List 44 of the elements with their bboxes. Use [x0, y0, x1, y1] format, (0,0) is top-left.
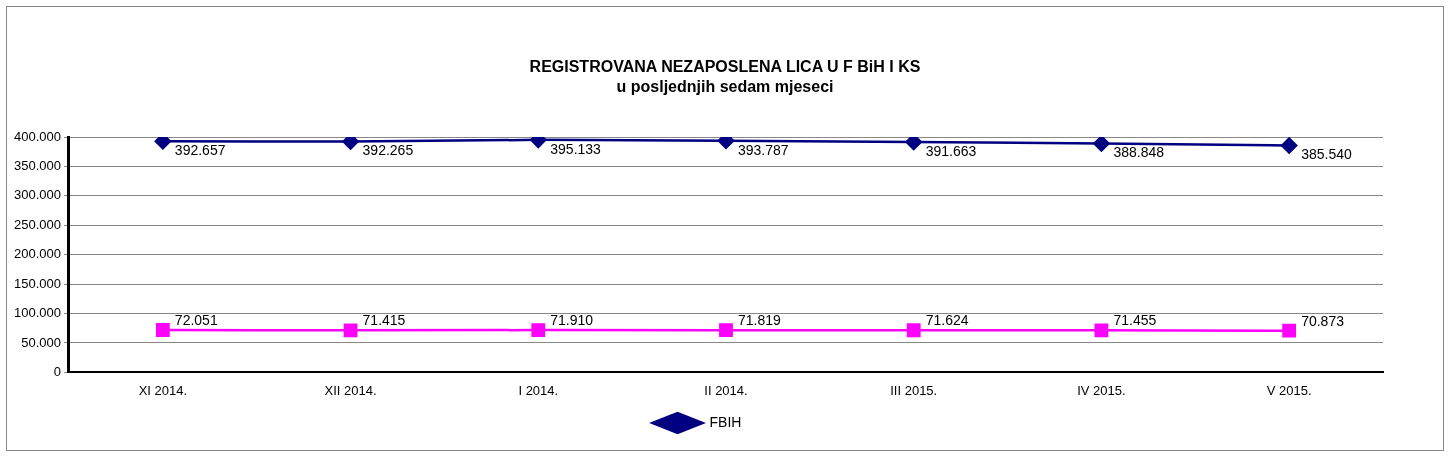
point — [1093, 137, 1110, 152]
y-tick-label: 0 — [53, 363, 61, 379]
x-tick-label: V 2015. — [1266, 382, 1312, 398]
data-label: 391.663 — [925, 142, 977, 159]
y-tick-label: 150.000 — [13, 275, 61, 291]
point — [342, 137, 359, 150]
y-tick-label: 250.000 — [13, 216, 61, 232]
x-tick-label: I 2014. — [518, 382, 559, 398]
point — [906, 323, 921, 338]
data-label: 71.415 — [362, 312, 406, 329]
x-tick-label: IV 2015. — [1077, 382, 1126, 398]
x-tick-label: II 2014. — [704, 382, 748, 398]
y-tick-label: 100.000 — [13, 305, 61, 321]
data-label: 393.787 — [738, 141, 789, 158]
point — [1282, 323, 1297, 338]
data-label: 71.455 — [1113, 312, 1157, 329]
chart-title: REGISTROVANA NEZAPOSLENA LICA U F BiH I KS — [528, 57, 922, 77]
data-label: 71.819 — [738, 311, 782, 328]
point — [154, 137, 172, 150]
data-label: 72.051 — [174, 311, 218, 328]
point — [719, 323, 733, 338]
data-label: 395.133 — [550, 140, 602, 157]
point — [905, 137, 922, 151]
data-label: 392.657 — [174, 142, 226, 159]
y-tick-label: 350.000 — [13, 158, 61, 173]
data-label: 388.848 — [1113, 144, 1165, 161]
y-tick-label: 300.000 — [13, 187, 61, 203]
y-tick-label: 400.000 — [13, 128, 61, 144]
chart-subtitle: u posljednjih sedam mjeseci — [615, 77, 835, 97]
point — [155, 323, 170, 337]
y-tick-label: 200.000 — [13, 246, 61, 262]
y-tick-label: 50.000 — [21, 334, 61, 350]
data-label: 385.540 — [1301, 146, 1352, 163]
data-label: 71.624 — [925, 312, 969, 329]
data-label: 392.265 — [362, 142, 414, 159]
x-tick-label: XI 2014. — [138, 382, 188, 398]
data-label: 71.910 — [550, 311, 594, 328]
data-label: 70.873 — [1301, 312, 1345, 329]
legend-label: FBIH — [709, 413, 742, 430]
point — [531, 323, 546, 337]
point — [343, 323, 358, 338]
x-tick-label: III 2015. — [890, 382, 938, 398]
x-tick-label: XII 2014. — [324, 382, 377, 398]
point — [1094, 323, 1109, 338]
